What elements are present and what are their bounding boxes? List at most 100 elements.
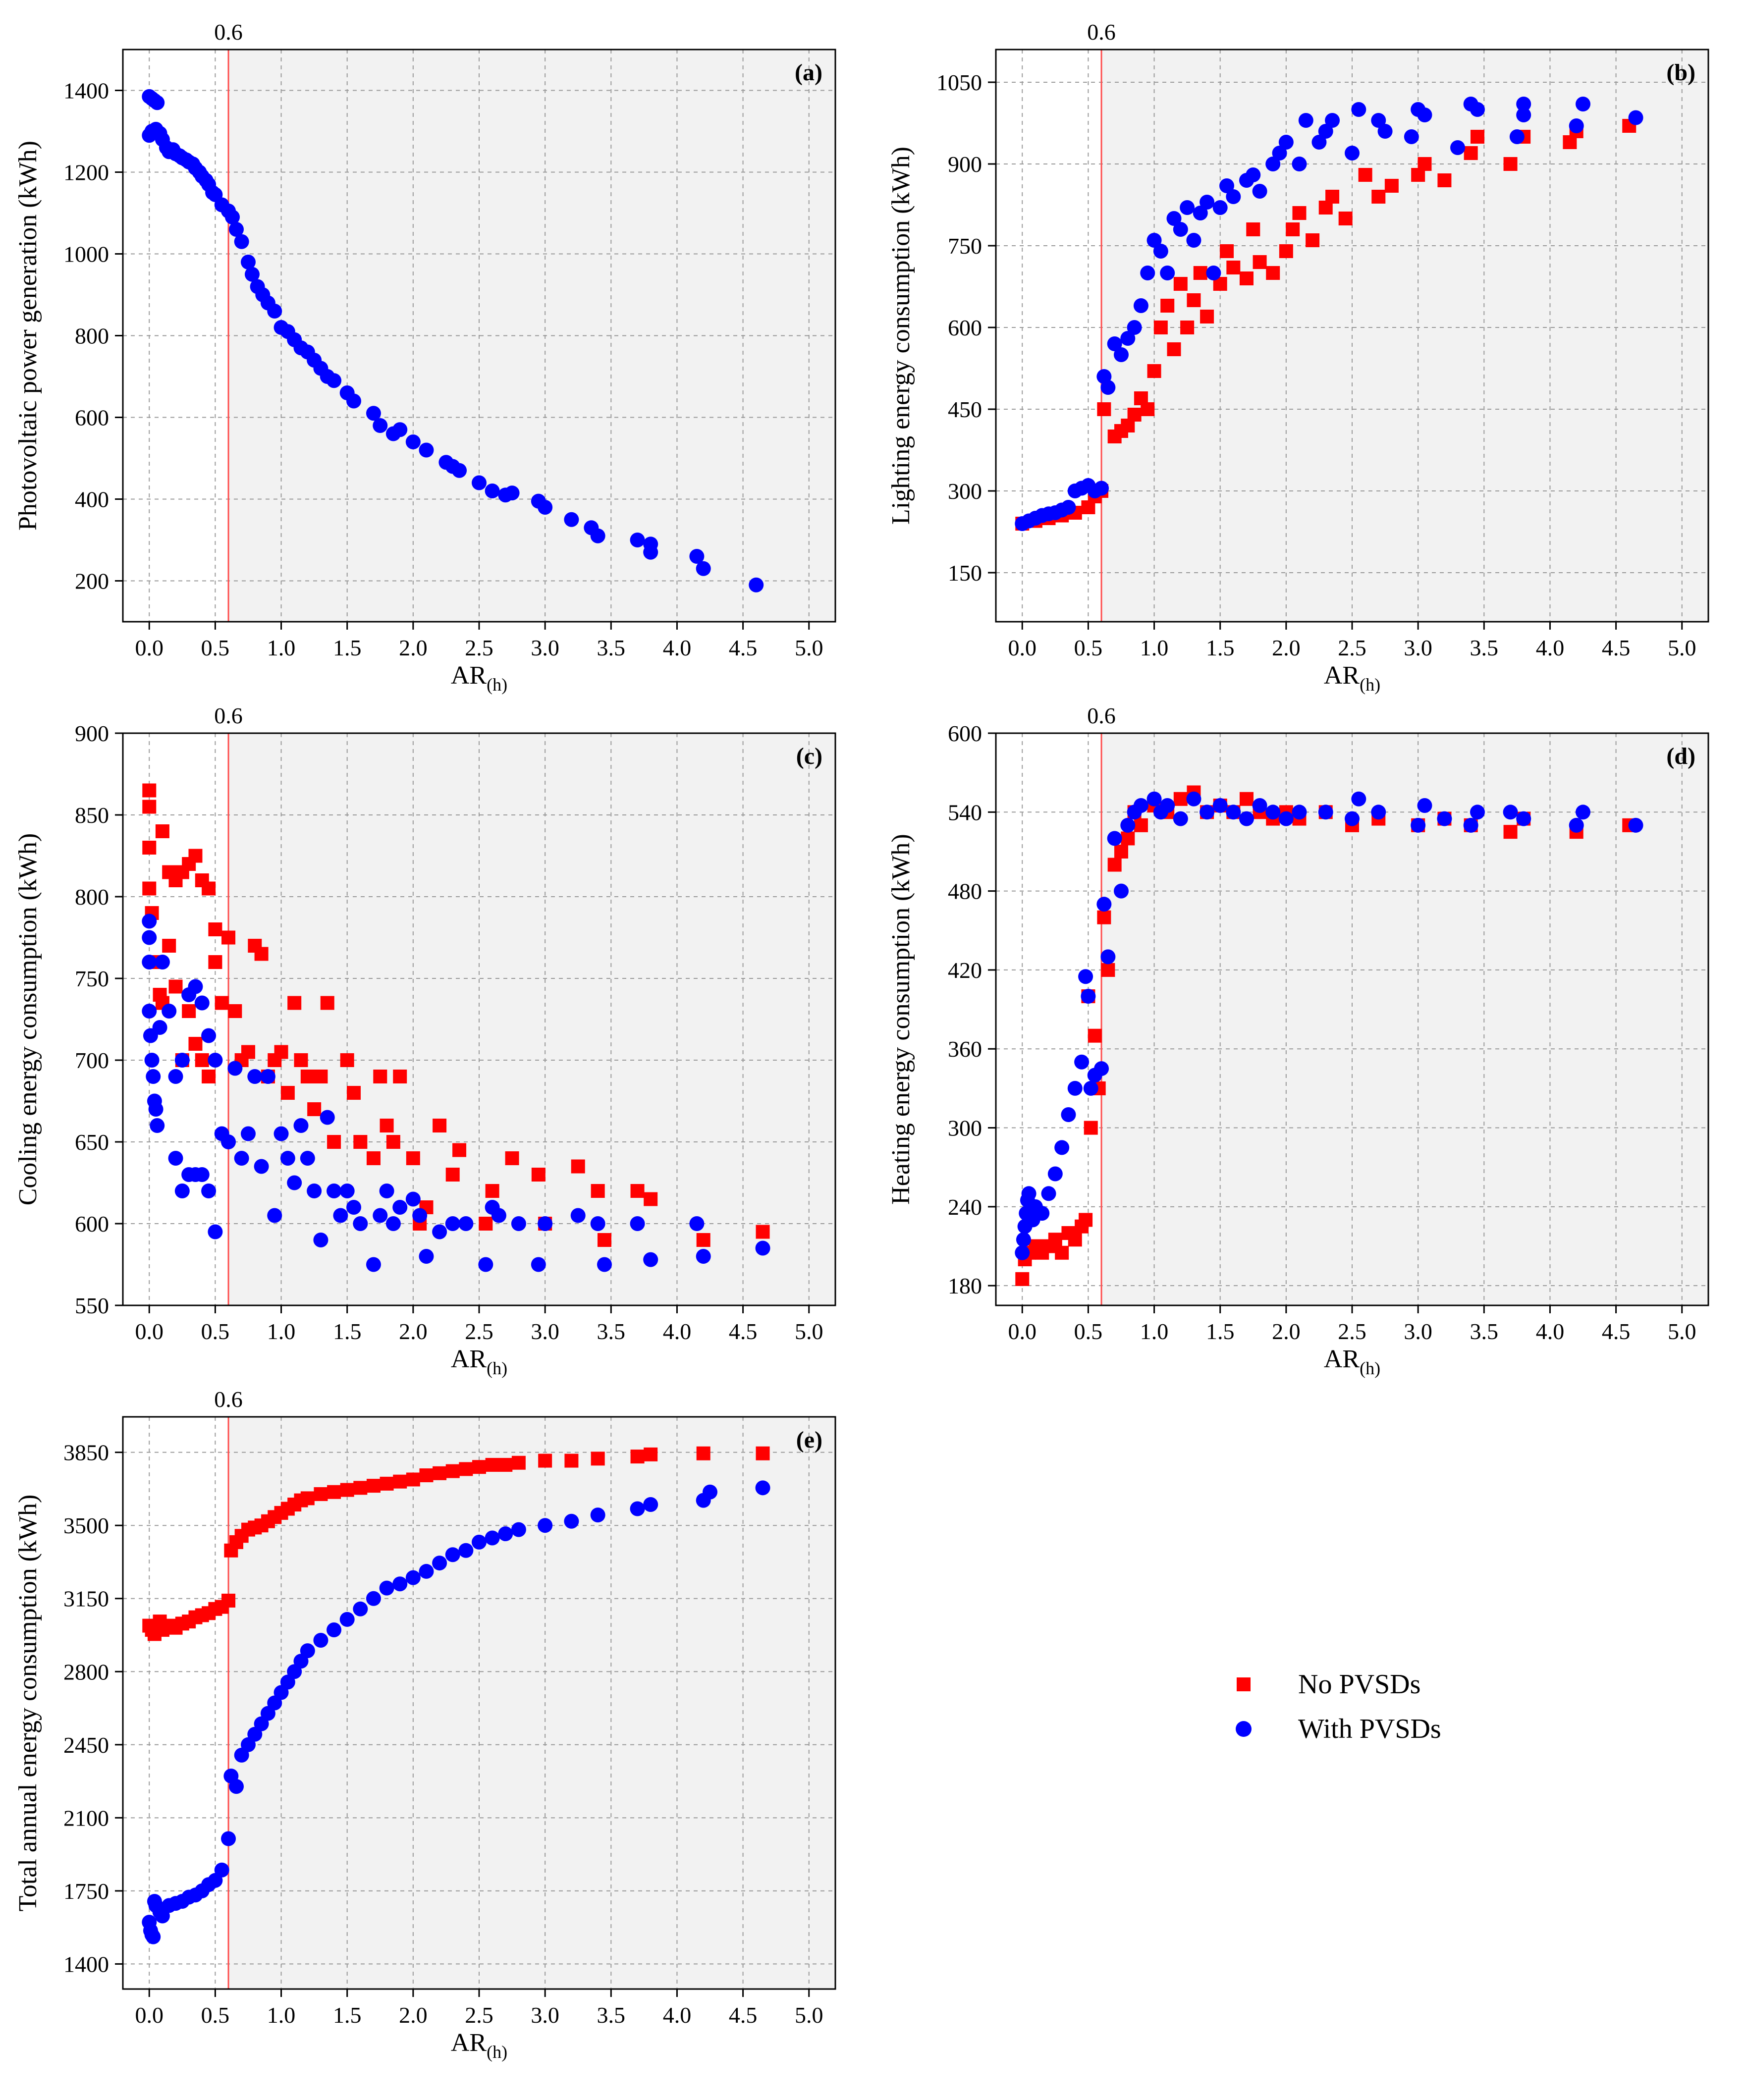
data-point xyxy=(1516,811,1531,826)
data-point xyxy=(1081,989,1096,1004)
data-point xyxy=(201,1028,217,1043)
data-point xyxy=(538,500,553,515)
data-point xyxy=(1404,129,1419,144)
data-point xyxy=(571,1159,585,1174)
y-tick-label: 800 xyxy=(75,884,109,910)
data-point xyxy=(1246,222,1260,236)
data-point xyxy=(1140,266,1155,280)
data-point xyxy=(225,210,240,225)
x-tick-label: 3.0 xyxy=(531,1319,559,1344)
data-point xyxy=(142,1004,157,1019)
data-point xyxy=(1351,791,1366,807)
data-point xyxy=(327,1622,342,1637)
data-point xyxy=(643,544,658,560)
data-point xyxy=(1041,1186,1056,1201)
x-tick-label: 2.0 xyxy=(399,635,428,660)
data-point xyxy=(445,1216,460,1231)
data-point xyxy=(1206,266,1221,280)
data-point xyxy=(1147,364,1161,378)
data-point xyxy=(1061,500,1076,515)
x-tick-label: 0.5 xyxy=(201,2002,230,2028)
data-point xyxy=(419,1468,434,1483)
x-tick-label: 0.5 xyxy=(1074,635,1103,660)
data-point xyxy=(1097,910,1111,924)
data-point xyxy=(1576,97,1591,111)
data-point xyxy=(1079,1213,1093,1227)
data-point xyxy=(314,1070,328,1083)
data-point xyxy=(194,995,210,1011)
data-point xyxy=(313,1233,328,1247)
x-tick-label: 2.5 xyxy=(1338,1319,1366,1344)
y-axis-title: Heating energy consumption (kWh) xyxy=(887,834,915,1205)
data-point xyxy=(1200,195,1215,210)
data-point xyxy=(1047,1166,1063,1182)
x-tick-label: 1.0 xyxy=(267,2002,296,2028)
series-with-pvsds xyxy=(142,1480,770,1944)
shaded-region xyxy=(228,1417,835,1989)
panel-label: (e) xyxy=(796,1427,822,1453)
data-point xyxy=(353,1601,368,1616)
legend: No PVSDs With PVSDs xyxy=(1236,1669,1441,1744)
data-point xyxy=(1166,211,1182,226)
data-point xyxy=(1220,244,1234,258)
x-tick-label: 5.0 xyxy=(795,635,823,660)
data-point xyxy=(749,577,764,592)
data-point xyxy=(385,1216,401,1231)
data-point xyxy=(1246,167,1261,182)
data-point xyxy=(150,1118,165,1133)
y-tick-label: 540 xyxy=(948,800,982,825)
data-point xyxy=(485,1457,499,1472)
data-point xyxy=(419,1563,434,1579)
x-tick-label: 2.0 xyxy=(399,2002,428,2028)
data-point xyxy=(168,979,183,994)
data-point xyxy=(406,1472,420,1487)
data-point xyxy=(1286,222,1300,236)
x-axis-title-sub: (h) xyxy=(1360,675,1380,695)
data-point xyxy=(148,1102,164,1117)
data-point xyxy=(287,1175,302,1190)
data-point xyxy=(458,1543,474,1558)
data-point xyxy=(433,1466,447,1480)
y-tick-label: 3850 xyxy=(63,1440,109,1465)
reference-line-label: 0.6 xyxy=(214,703,243,728)
data-point xyxy=(485,1184,499,1198)
data-point xyxy=(215,996,229,1010)
data-point xyxy=(152,1020,167,1035)
data-point xyxy=(1503,805,1518,820)
data-point xyxy=(643,1252,658,1267)
x-tick-label: 4.0 xyxy=(1536,1319,1565,1344)
x-tick-label: 2.0 xyxy=(399,1319,428,1344)
y-tick-label: 2450 xyxy=(63,1732,109,1758)
x-tick-label: 3.0 xyxy=(1404,635,1432,660)
data-point xyxy=(188,979,203,994)
y-tick-label: 240 xyxy=(948,1194,982,1220)
data-point xyxy=(630,1450,645,1464)
x-tick-label: 0.5 xyxy=(1074,1319,1103,1344)
y-tick-label: 480 xyxy=(948,879,982,904)
x-tick-label: 5.0 xyxy=(1668,635,1696,660)
data-point xyxy=(1173,222,1188,237)
x-axis-title-sub: (h) xyxy=(487,1358,507,1378)
data-point xyxy=(1101,963,1115,977)
data-point xyxy=(459,1462,473,1476)
data-point xyxy=(419,442,434,458)
data-point xyxy=(406,1151,420,1165)
data-point xyxy=(1253,255,1267,269)
data-point xyxy=(1516,97,1531,111)
data-point xyxy=(174,1053,190,1068)
data-point xyxy=(142,783,157,798)
x-tick-label: 1.0 xyxy=(267,1319,296,1344)
data-point xyxy=(327,373,342,388)
data-point xyxy=(142,955,157,969)
data-point xyxy=(405,434,421,449)
data-point xyxy=(146,1069,161,1084)
x-tick-label: 3.5 xyxy=(597,1319,626,1344)
data-point xyxy=(1173,792,1188,806)
data-point xyxy=(538,1216,553,1231)
data-point xyxy=(366,1479,381,1493)
gridlines xyxy=(123,50,835,622)
data-point xyxy=(260,1069,275,1084)
panels: 0.6 0.0 0.5 1.0 1.5 2.0 2.5 3.0 3.5 4.0 4.5 5.0 200 4… xyxy=(14,19,1709,2062)
x-tick-label: 5.0 xyxy=(1668,1319,1696,1344)
data-point xyxy=(208,955,222,969)
